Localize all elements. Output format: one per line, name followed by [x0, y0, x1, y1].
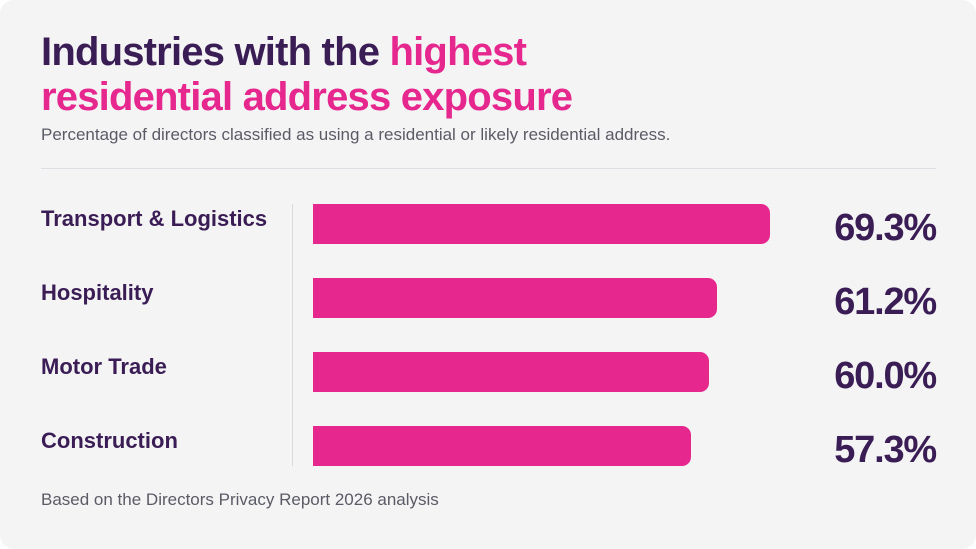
- category-label: Motor Trade: [41, 354, 167, 379]
- value-label: 60.0%: [834, 355, 937, 397]
- category-axis-line: [292, 204, 293, 466]
- bar-row-motor-trade: Motor Trade 60.0%: [0, 352, 976, 396]
- bar-row-hospitality: Hospitality 61.2%: [0, 278, 976, 322]
- value-label: 69.3%: [834, 207, 937, 249]
- source-footnote: Based on the Directors Privacy Report 20…: [41, 490, 439, 509]
- chart-subtitle: Percentage of directors classified as us…: [41, 125, 671, 144]
- chart-title: Industries with the highest residential a…: [41, 30, 741, 120]
- bar-row-construction: Construction 57.3%: [0, 426, 976, 470]
- title-highlight-line1: highest: [389, 30, 527, 74]
- value-label: 61.2%: [834, 281, 937, 323]
- bar-motor-trade: [313, 352, 709, 392]
- title-highlight-line2: residential address exposure: [41, 75, 573, 119]
- category-label: Construction: [41, 428, 178, 453]
- category-label: Transport & Logistics: [41, 206, 268, 231]
- bar-hospitality: [313, 278, 717, 318]
- title-main: Industries with the: [41, 30, 390, 74]
- category-label: Hospitality: [41, 280, 154, 305]
- divider: [41, 168, 936, 169]
- bar-row-transport-logistics: Transport & Logistics 69.3%: [0, 204, 976, 248]
- value-label: 57.3%: [834, 429, 937, 471]
- bar-transport-logistics: [313, 204, 771, 244]
- bar-construction: [313, 426, 692, 466]
